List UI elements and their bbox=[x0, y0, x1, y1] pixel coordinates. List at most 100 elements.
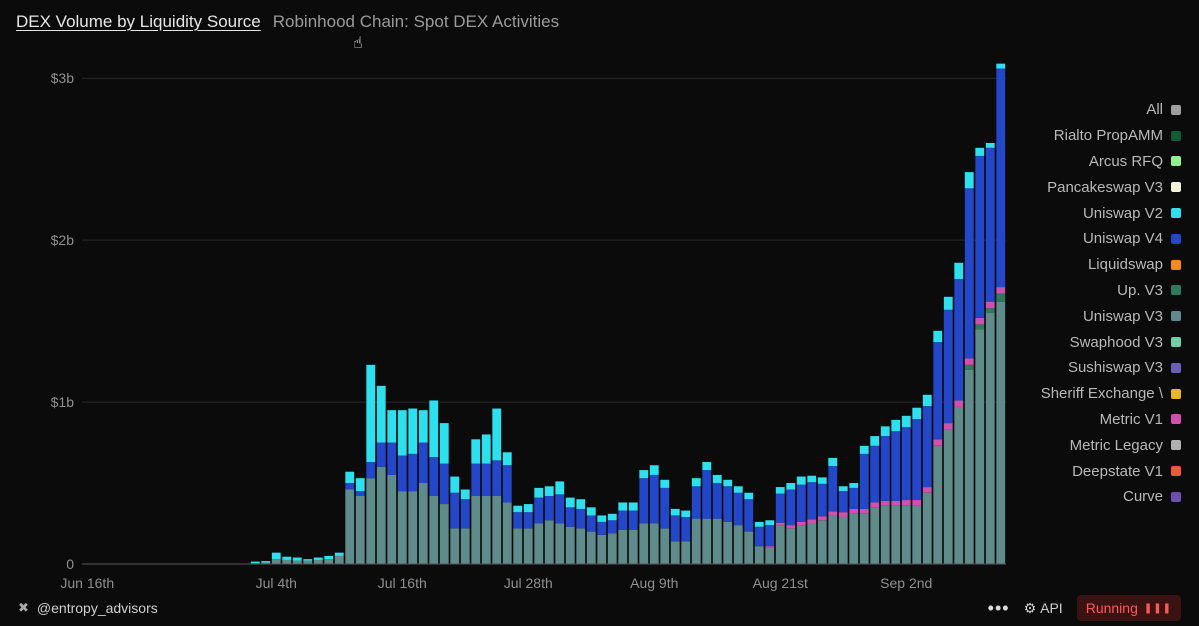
bar-segment bbox=[775, 522, 785, 526]
legend-swatch bbox=[1171, 337, 1181, 348]
bar-segment bbox=[429, 457, 439, 496]
bar-segment bbox=[607, 513, 617, 521]
bar-segment bbox=[985, 301, 995, 309]
chart-subtitle[interactable]: Robinhood Chain: Spot DEX Activities bbox=[272, 12, 560, 31]
bar-segment bbox=[408, 408, 418, 454]
bar-segment bbox=[607, 520, 617, 534]
legend-item[interactable]: Uniswap V4 bbox=[1083, 226, 1181, 252]
legend-swatch bbox=[1171, 388, 1181, 399]
bar-segment bbox=[985, 147, 995, 302]
x-tick-label: Jul 16th bbox=[378, 575, 427, 591]
legend-item[interactable]: Arcus RFQ bbox=[1089, 149, 1181, 175]
chart-title[interactable]: DEX Volume by Liquidity Source bbox=[16, 12, 261, 31]
bar-segment bbox=[817, 520, 827, 564]
legend-label: Curve bbox=[1122, 488, 1163, 506]
bar-segment bbox=[912, 407, 922, 420]
y-tick-label: $2b bbox=[51, 232, 75, 248]
bar-segment bbox=[534, 523, 544, 564]
bar-segment bbox=[807, 482, 817, 520]
bar-segment bbox=[859, 508, 869, 514]
legend-swatch bbox=[1171, 362, 1181, 373]
bar-segment bbox=[649, 465, 659, 475]
bar-segment bbox=[534, 487, 544, 498]
legend-item[interactable]: All bbox=[1146, 97, 1181, 123]
legend-label: Rialto PropAMM bbox=[1053, 127, 1163, 145]
bar-segment bbox=[555, 494, 565, 524]
bar-segment bbox=[954, 400, 964, 407]
bar-segment bbox=[912, 505, 922, 564]
bar-segment bbox=[681, 510, 691, 518]
bar-segment bbox=[985, 142, 995, 148]
bar-segment bbox=[933, 445, 943, 564]
bar-segment bbox=[481, 463, 491, 496]
bar-segment bbox=[670, 541, 680, 564]
legend-item[interactable]: Curve bbox=[1123, 484, 1181, 510]
legend-item[interactable]: Rialto PropAMM bbox=[1054, 123, 1181, 149]
more-options-button[interactable]: ••• bbox=[987, 597, 1010, 618]
legend-item[interactable]: Up. V3 bbox=[1117, 278, 1181, 304]
legend-label: Arcus RFQ bbox=[1088, 152, 1163, 170]
legend-item[interactable]: Sushiswap V3 bbox=[1068, 355, 1181, 381]
bar-segment bbox=[775, 487, 785, 494]
bar-segment bbox=[513, 512, 523, 529]
bar-segment bbox=[880, 500, 890, 506]
api-button[interactable]: ⚙ API bbox=[1024, 600, 1063, 617]
bar-segment bbox=[922, 394, 932, 407]
bar-segment bbox=[450, 528, 460, 564]
bar-segment bbox=[492, 495, 502, 564]
bar-segment bbox=[502, 452, 512, 466]
bar-segment bbox=[964, 364, 974, 370]
bar-segment bbox=[334, 555, 344, 564]
bar-segment bbox=[849, 487, 859, 509]
bar-segment bbox=[901, 500, 911, 506]
bar-segment bbox=[933, 439, 943, 446]
legend-item[interactable]: Sheriff Exchange \ bbox=[1041, 381, 1181, 407]
bar-segment bbox=[397, 491, 407, 564]
legend-item[interactable]: Metric Legacy bbox=[1070, 432, 1181, 458]
bar-segment bbox=[324, 559, 334, 564]
bar-segment bbox=[345, 471, 355, 484]
legend-label: Swaphood V3 bbox=[1069, 333, 1163, 351]
bar-segment bbox=[712, 518, 722, 564]
bar-segment bbox=[922, 487, 932, 493]
legend-swatch bbox=[1171, 182, 1181, 193]
legend-item[interactable]: Deepstate V1 bbox=[1072, 458, 1181, 484]
bar-segment bbox=[691, 486, 701, 519]
bar-segment bbox=[765, 547, 775, 564]
bar-segment bbox=[933, 330, 943, 343]
legend-item[interactable]: Uniswap V2 bbox=[1083, 200, 1181, 226]
legend-swatch bbox=[1171, 104, 1181, 115]
legend-item[interactable]: Pancakeswap V3 bbox=[1047, 174, 1181, 200]
bar-segment bbox=[838, 512, 848, 518]
legend-item[interactable]: Swaphood V3 bbox=[1070, 329, 1181, 355]
running-status-badge[interactable]: Running ❚❚❚ bbox=[1076, 595, 1181, 621]
legend-item[interactable]: Metric V1 bbox=[1100, 407, 1181, 433]
bar-segment bbox=[723, 486, 733, 522]
bar-segment bbox=[450, 492, 460, 529]
legend-item[interactable]: Liquidswap bbox=[1088, 252, 1181, 278]
bar-segment bbox=[975, 147, 985, 156]
brand[interactable]: ✖ @entropy_advisors bbox=[18, 600, 158, 616]
bar-segment bbox=[786, 525, 796, 529]
bar-segment bbox=[691, 478, 701, 487]
legend-swatch bbox=[1171, 208, 1181, 219]
bar-segment bbox=[922, 406, 932, 488]
bar-segment bbox=[334, 552, 344, 556]
legend-swatch bbox=[1171, 414, 1181, 425]
bar-segment bbox=[943, 296, 953, 310]
bar-segment bbox=[975, 324, 985, 330]
bar-segment bbox=[418, 483, 428, 564]
bar-segment bbox=[975, 317, 985, 325]
bar-segment bbox=[712, 483, 722, 519]
bar-segment bbox=[565, 507, 575, 527]
chart-header: DEX Volume by Liquidity Source Robinhood… bbox=[16, 12, 559, 32]
bar-segment bbox=[901, 415, 911, 428]
bar-segment bbox=[282, 556, 292, 560]
legend-swatch bbox=[1171, 466, 1181, 477]
legend-item[interactable]: Uniswap V3 bbox=[1083, 303, 1181, 329]
bar-segment bbox=[303, 560, 313, 564]
bar-segment bbox=[975, 155, 985, 318]
legend-label: Sheriff Exchange \ bbox=[1040, 385, 1163, 403]
api-label: API bbox=[1040, 600, 1063, 616]
bar-segment bbox=[985, 308, 995, 313]
